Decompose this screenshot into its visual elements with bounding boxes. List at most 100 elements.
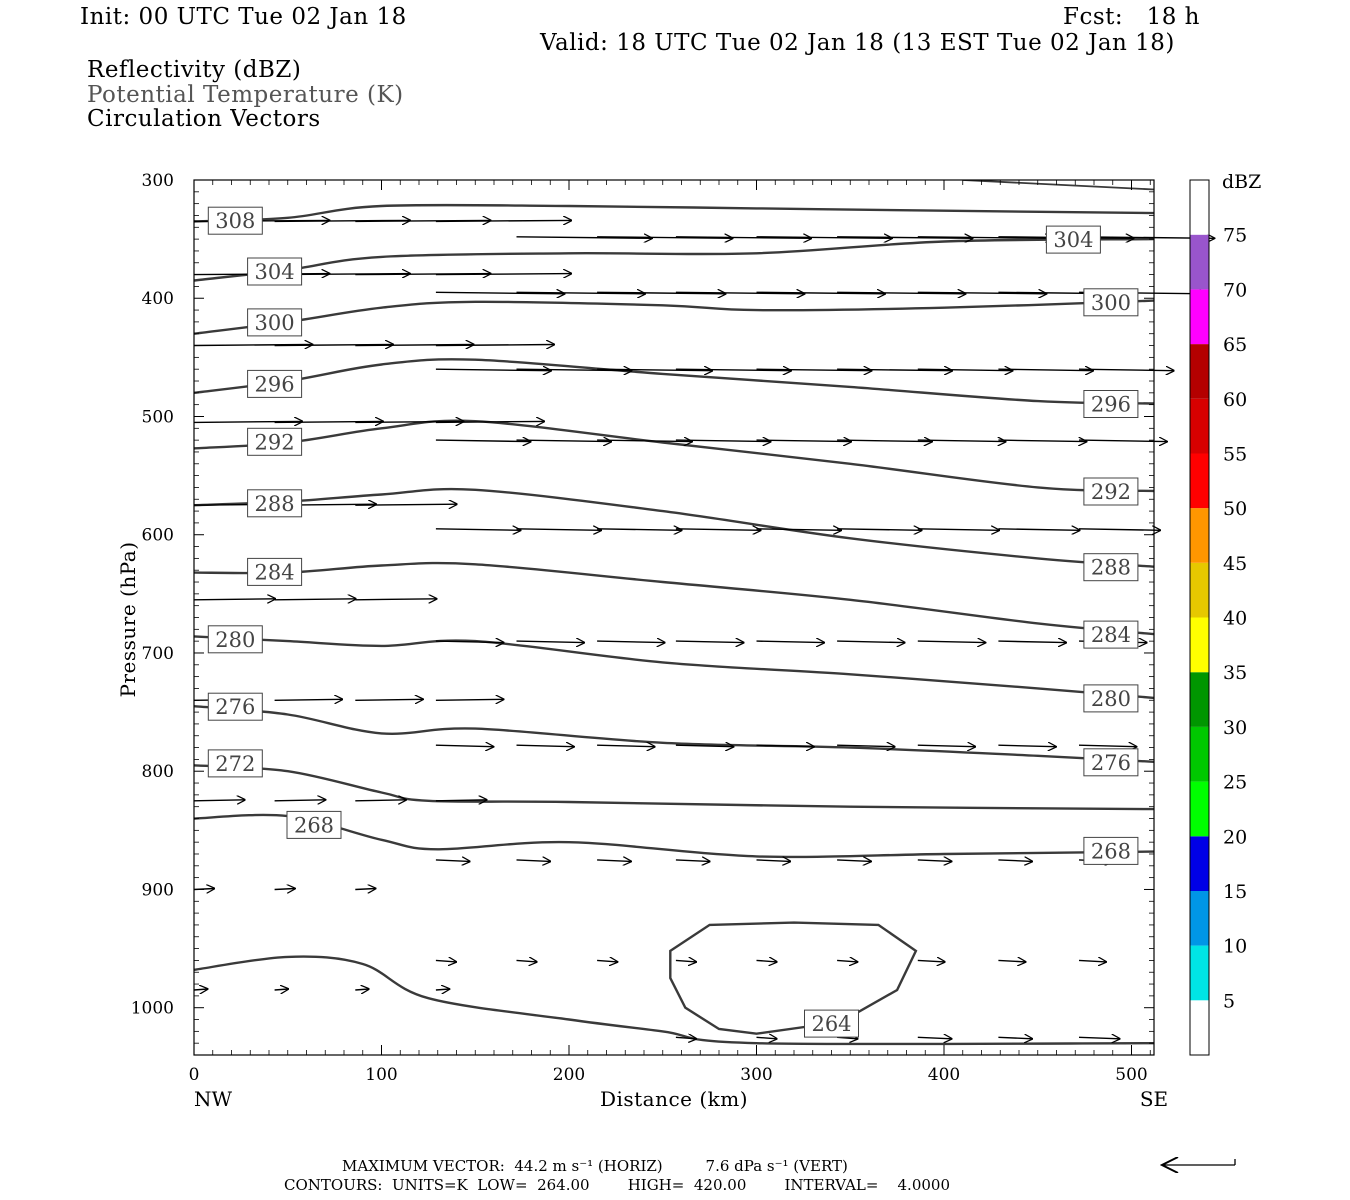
x-tick-label: 500 [1115,1065,1147,1085]
field-potential-temperature: Potential Temperature (K) [87,82,404,108]
circulation-vector [837,641,905,643]
circulation-vector [435,860,470,862]
colorbar-swatch [1190,617,1209,673]
isentrope-label-box [1083,288,1139,317]
y-tick-label: 400 [142,289,174,309]
y-tick-label: 700 [142,644,174,664]
circulation-vector [274,699,343,700]
isentrope-label-304: 304 [1045,225,1101,254]
x-end-label-nw: NW [194,1087,233,1111]
circulation-vector [756,745,815,747]
isentrope-label-288: 288 [1083,553,1139,582]
colorbar-swatch [1190,562,1209,618]
circulation-vector [675,1037,696,1039]
isentrope-label-text: 276 [1091,751,1131,775]
colorbar-level-label: 75 [1223,225,1247,247]
isentrope-300-2 [194,299,1154,335]
circulation-vector [917,960,945,962]
axes-ticks: 0 100 200 300 400 500 300 400 500 600 700 800 900 100… [116,171,1168,1111]
circulation-vector [998,745,1056,747]
circulation-vector [837,529,922,531]
circulation-vector [1078,369,1174,371]
circulation-vector [597,440,692,442]
colorbar-level-label: 35 [1223,662,1247,684]
x-tick-label: 0 [189,1065,200,1085]
isentrope-label-300: 300 [1083,288,1139,317]
circulation-vector [675,292,805,294]
circulation-vector [193,800,245,801]
y-tick-label: 300 [142,171,174,191]
circulation-vector [675,860,710,862]
circulation-vector [917,369,1013,371]
contour-info-note: CONTOURS: UNITS=K LOW= 264.00 HIGH= 420.… [284,1176,950,1194]
colorbar-level-label: 50 [1223,498,1247,520]
isentrope-label-box [207,692,263,721]
isentrope-label-264: 264 [804,1009,859,1038]
circulation-vector [837,960,857,962]
circulation-vector [756,960,777,962]
circulation-vector [917,745,976,747]
isentrope-264-12 [669,921,918,1035]
isentrope-label-text: 268 [1091,839,1131,863]
circulation-vector [756,369,872,371]
isentrope-label-text: 272 [215,752,255,776]
circulation-vector [355,599,436,600]
isentrope-label-280: 280 [1083,684,1139,713]
isentrope-label-box [1083,477,1139,506]
isentrope-label-300: 300 [247,308,303,337]
circulation-vector [837,369,952,371]
circulation-vector [597,369,712,371]
circulation-vector [516,237,652,239]
circulation-vector [435,745,494,747]
colorbar-swatch [1190,508,1209,563]
isentrope-label-276: 276 [207,692,263,721]
colorbar-title: dBZ [1222,171,1261,193]
circulation-vector [756,1037,777,1039]
circulation-vector [597,860,631,862]
isentrope-label-box [247,308,303,337]
x-axis-title: Distance (km) [600,1087,748,1111]
circulation-vector [1078,745,1137,747]
field-circulation-vectors: Circulation Vectors [87,106,321,132]
y-tick-label: 600 [142,526,174,546]
plot-frame [193,179,1155,1056]
circulation-vector [435,440,531,442]
circulation-vector [274,989,289,990]
isentrope-label-box [207,206,263,235]
circulation-vector [435,989,450,990]
isentrope-272-9 [194,764,1154,811]
circulation-vector [837,440,932,442]
colorbar-swatch [1190,945,1209,1001]
y-tick-label: 900 [142,880,174,900]
circulation-vector [435,292,565,294]
isentrope-label-box [247,427,303,456]
circulation-vector [1078,1037,1120,1039]
circulation-vector [917,529,999,531]
circulation-vector [1078,440,1167,442]
colorbar-level-label: 60 [1223,389,1247,411]
isentrope-label-text: 292 [255,430,295,454]
colorbar-swatch [1190,1000,1209,1055]
isentrope-label-box [1083,748,1139,777]
circulation-vector [917,641,986,643]
y-tick-label: 800 [142,762,174,782]
colorbar-swatch [1190,398,1209,454]
colorbar-level-label: 5 [1223,990,1235,1012]
circulation-vector [516,369,632,371]
y-tick-label: 1000 [131,999,174,1019]
isentrope-label-text: 288 [1091,556,1131,580]
circulation-vector [837,745,895,747]
isentrope-label-text: 304 [1053,228,1093,252]
y-axis-title: Pressure (hPa) [116,542,140,698]
circulation-vector [193,599,275,600]
circulation-vector [756,641,825,643]
isentrope-label-box [1083,390,1139,418]
isentrope-288-5 [194,487,1154,568]
circulation-vector [675,745,734,747]
circulation-vector [193,421,302,422]
isentrope-label-text: 308 [215,209,255,233]
circulation-vector [837,292,966,294]
circulation-vector [675,237,811,239]
circulation-vector [675,440,771,442]
init-time: Init: 00 UTC Tue 02 Jan 18 [80,4,407,30]
